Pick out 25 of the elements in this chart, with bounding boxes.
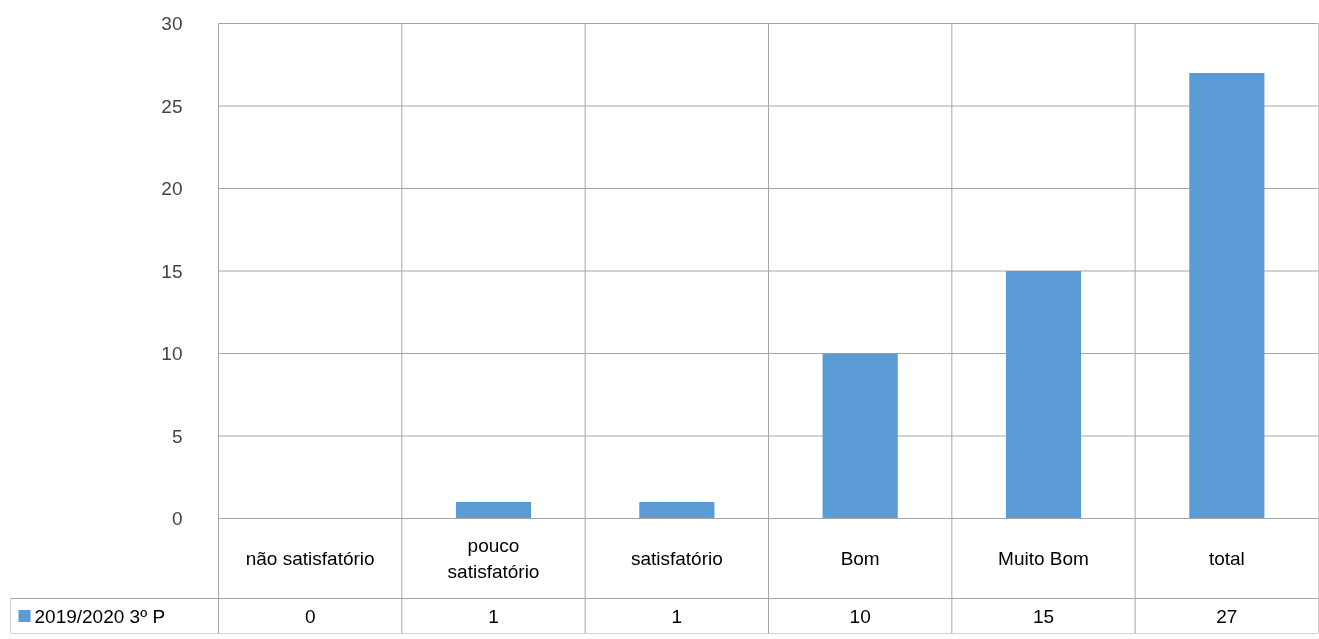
x-tick-label: não satisfatório bbox=[245, 548, 375, 569]
bar bbox=[455, 502, 532, 519]
legend-label: 2019/2020 3º P bbox=[34, 605, 166, 627]
bar bbox=[639, 502, 715, 519]
x-tick-label: pouco satisfatório bbox=[447, 535, 540, 582]
y-tick-label: 25 bbox=[161, 95, 183, 117]
data-label: 1 bbox=[671, 605, 683, 627]
bar bbox=[1189, 73, 1265, 519]
y-tick-label: 15 bbox=[161, 260, 183, 282]
data-label: 15 bbox=[1032, 605, 1055, 627]
data-label: 0 bbox=[304, 605, 316, 627]
bar bbox=[1005, 271, 1082, 519]
y-tick-label: 5 bbox=[171, 425, 183, 447]
y-tick-label: 10 bbox=[161, 343, 183, 364]
x-tick-label: Muito Bom bbox=[998, 548, 1089, 569]
x-tick-label: satisfatório bbox=[630, 548, 723, 569]
data-label: 1 bbox=[488, 605, 499, 627]
x-tick-label: total bbox=[1208, 548, 1245, 569]
x-tick-label: Bom bbox=[840, 548, 880, 569]
y-tick-label: 0 bbox=[171, 508, 183, 529]
data-label: 10 bbox=[849, 605, 871, 627]
y-tick-label: 30 bbox=[161, 13, 183, 34]
data-label: 27 bbox=[1216, 605, 1238, 627]
y-tick-label: 20 bbox=[161, 178, 183, 199]
bar bbox=[822, 353, 898, 519]
